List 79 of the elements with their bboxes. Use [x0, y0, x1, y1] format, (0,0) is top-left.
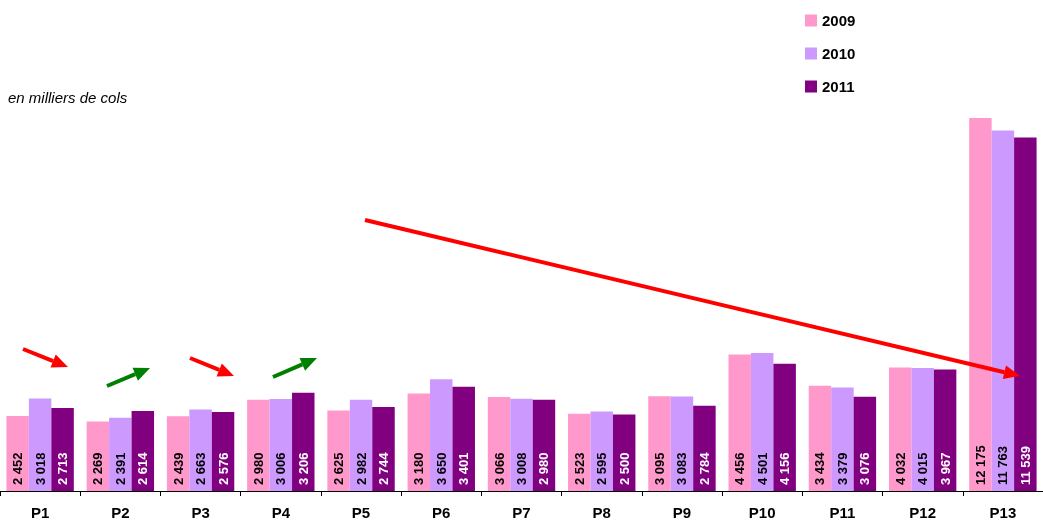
bar [452, 386, 475, 491]
data-label: 3 180 [411, 452, 427, 485]
data-label: 4 032 [892, 452, 908, 485]
bar [773, 363, 796, 491]
data-label: 11 763 [995, 445, 1011, 485]
x-tick-label: P7 [512, 504, 531, 521]
data-label: 3 434 [812, 451, 828, 485]
data-label: 2 744 [376, 451, 391, 485]
bar [247, 399, 270, 491]
data-label: 4 456 [732, 452, 748, 485]
data-label: 4 156 [777, 452, 793, 485]
data-label: 3 967 [937, 452, 953, 485]
data-label: 3 008 [514, 452, 529, 485]
bar [292, 392, 315, 491]
data-label: 2 269 [90, 452, 106, 485]
bar [693, 405, 716, 491]
data-label: 2 625 [331, 452, 347, 485]
data-label: 3 095 [652, 452, 667, 485]
bar [109, 417, 132, 491]
data-label: 2 500 [616, 452, 632, 485]
data-label: 4 015 [915, 452, 931, 485]
x-tick-label: P3 [191, 504, 210, 521]
x-tick-label: P6 [432, 504, 451, 521]
x-tick-label: P11 [829, 504, 856, 521]
bar [933, 369, 957, 491]
data-label: 4 501 [754, 452, 770, 485]
bar [510, 398, 533, 491]
data-label: 3 401 [456, 452, 472, 485]
bar [1014, 137, 1037, 491]
bar [728, 354, 751, 491]
x-tick-label: P2 [111, 504, 130, 521]
text: en milliers de cols [8, 89, 128, 106]
bar [831, 387, 854, 491]
bar [911, 367, 934, 491]
x-tick-label: P9 [672, 504, 692, 521]
x-tick-label: P8 [592, 504, 611, 521]
bar [372, 406, 395, 491]
bar [750, 353, 774, 491]
data-label: 3 379 [834, 452, 850, 485]
bar [6, 415, 29, 491]
legend-label: 2010 [822, 45, 856, 62]
bar [590, 411, 613, 491]
x-tick-label: P10 [748, 504, 776, 521]
data-label: 3 083 [674, 452, 690, 485]
x-tick-label: P12 [909, 504, 937, 521]
bar [888, 367, 912, 491]
data-label: 3 206 [295, 452, 311, 485]
x-tick-label: P13 [989, 504, 1017, 521]
data-label: 2 980 [536, 452, 552, 485]
data-label: 2 452 [10, 452, 26, 485]
data-label: 2 595 [594, 452, 610, 485]
data-label: 2 663 [193, 452, 209, 485]
x-tick-label: P4 [271, 504, 291, 521]
data-label: 3 018 [32, 452, 48, 485]
legend-label: 2011 [822, 78, 855, 95]
data-label: 2 391 [112, 452, 128, 485]
data-label: 2 614 [135, 451, 151, 485]
data-label: 2 713 [55, 452, 71, 485]
bar [648, 396, 671, 491]
data-label: 2 523 [571, 452, 587, 485]
x-tick-label: P5 [351, 504, 371, 521]
data-label: 3 650 [433, 452, 449, 485]
data-label: 12 175 [972, 445, 988, 485]
data-label: 2 980 [250, 452, 266, 485]
data-label: 2 576 [215, 452, 231, 485]
data-label: 2 982 [353, 452, 369, 485]
bar [430, 379, 453, 491]
legend-label: 2009 [822, 12, 856, 29]
bar [189, 409, 212, 491]
data-label: 2 439 [170, 452, 186, 485]
bar [327, 410, 350, 491]
data-label: 3 006 [273, 452, 289, 485]
data-label: 3 066 [491, 452, 507, 485]
x-tick-label: P1 [30, 504, 50, 521]
data-label: 3 076 [857, 452, 873, 485]
bar [51, 407, 74, 491]
data-label: 2 784 [696, 451, 712, 485]
bar [969, 118, 992, 491]
data-label: 11 539 [1017, 445, 1033, 485]
